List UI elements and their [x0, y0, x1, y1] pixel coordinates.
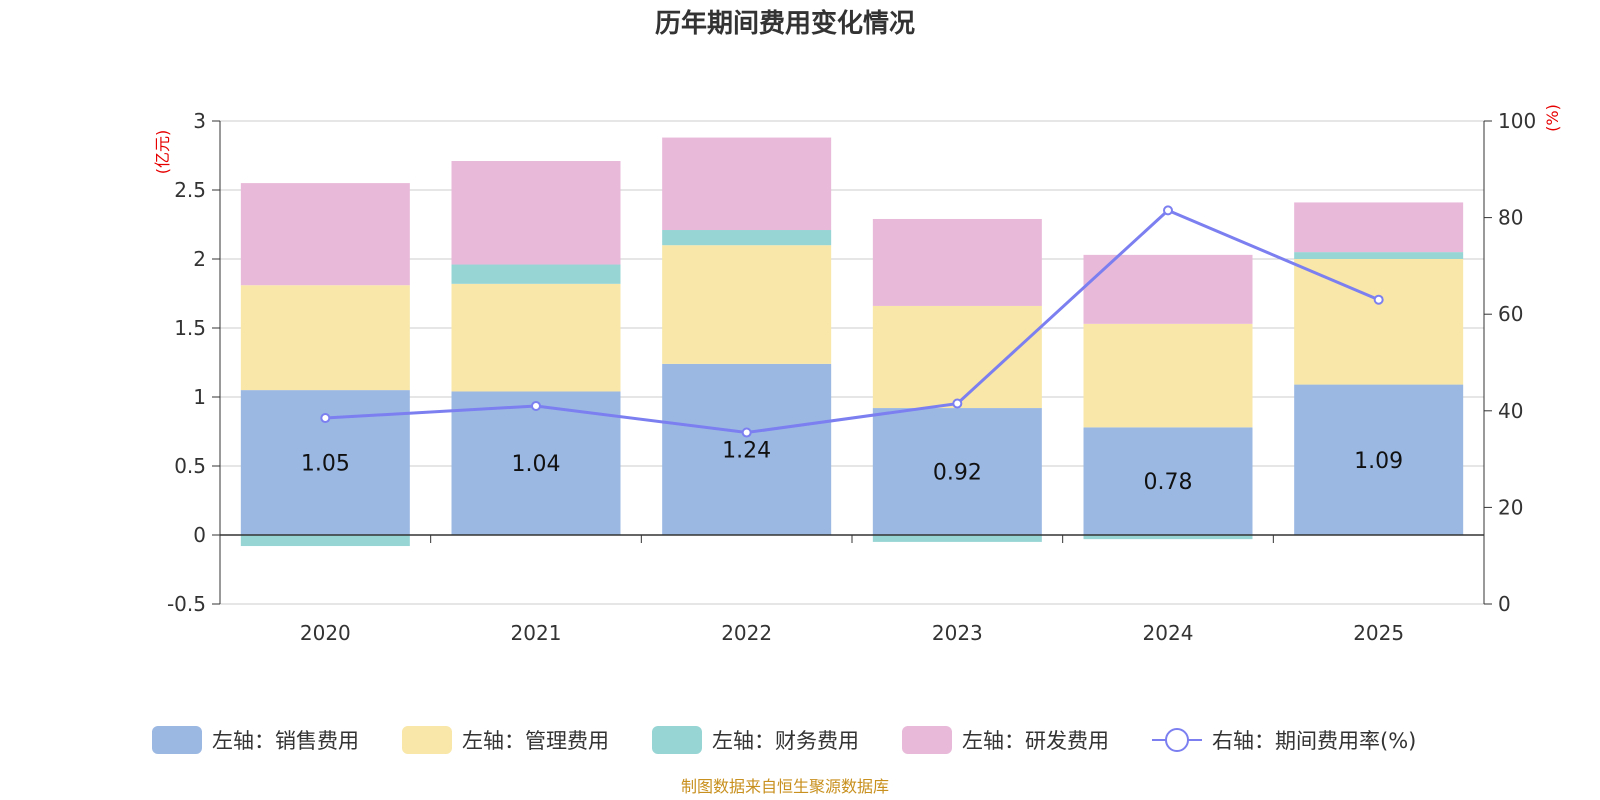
left-tick-label: 0.5	[174, 454, 206, 478]
bar-segment[interactable]	[240, 535, 410, 547]
expense-rate-point[interactable]	[1163, 205, 1173, 216]
legend-label[interactable]: 左轴：管理费用	[462, 729, 609, 753]
legend-swatch[interactable]	[902, 726, 952, 754]
data-source: 制图数据来自恒生聚源数据库	[681, 777, 889, 796]
bar-layer	[240, 137, 1464, 547]
right-tick-label: 20	[1498, 495, 1523, 519]
bar-segment[interactable]	[1083, 427, 1253, 535]
data-label: 0.92	[933, 461, 982, 486]
expense-rate-line	[325, 208, 1380, 435]
bar-segment[interactable]	[1294, 259, 1464, 385]
data-labels: 1.05 1.04 1.24 0.92 0.78 1.09	[301, 438, 1403, 495]
data-label: 0.78	[1144, 470, 1193, 495]
x-tick-label: 2024	[1143, 621, 1194, 645]
x-tick-label: 2025	[1353, 621, 1404, 645]
expense-rate-point[interactable]	[952, 398, 963, 409]
legend[interactable]: 左轴：销售费用 左轴：管理费用 左轴：财务费用 左轴：研发费用 右轴：期间费用率(%)	[152, 726, 1416, 754]
right-tick-label: 0	[1498, 592, 1511, 616]
chart-title: 历年期间费用变化情况	[655, 8, 915, 39]
bar-segment[interactable]	[451, 161, 621, 265]
legend-swatch[interactable]	[652, 726, 702, 754]
data-label: 1.04	[512, 452, 561, 477]
right-tick-label: 60	[1498, 302, 1523, 326]
expense-rate-point[interactable]	[741, 427, 752, 438]
left-axis-unit: (亿元)	[153, 130, 172, 175]
right-tick-label: 40	[1498, 399, 1523, 423]
left-tick-label: 1.5	[174, 316, 206, 340]
bar-segment[interactable]	[872, 535, 1042, 542]
bar-segment[interactable]	[451, 283, 621, 392]
legend-circle-icon[interactable]	[1165, 728, 1189, 752]
right-tick-label: 80	[1498, 206, 1523, 230]
x-tick-label: 2020	[300, 621, 351, 645]
right-axis-unit: (%)	[1543, 104, 1562, 132]
left-tick-label: 2.5	[174, 178, 206, 202]
x-tick-label: 2021	[511, 621, 562, 645]
bar-segment[interactable]	[1294, 252, 1464, 259]
bar-segment[interactable]	[872, 218, 1042, 306]
bar-segment[interactable]	[1083, 323, 1253, 428]
bar-segment[interactable]	[240, 285, 410, 391]
legend-label[interactable]: 右轴：期间费用率(%)	[1212, 729, 1416, 753]
bar-segment[interactable]	[451, 264, 621, 284]
bar-segment[interactable]	[1083, 535, 1253, 540]
x-tick-label: 2023	[932, 621, 983, 645]
data-label: 1.05	[301, 452, 350, 477]
legend-swatch[interactable]	[152, 726, 202, 754]
legend-label[interactable]: 左轴：研发费用	[962, 729, 1109, 753]
bar-segment[interactable]	[872, 408, 1042, 535]
left-tick-label: 1	[193, 385, 206, 409]
right-tick-label: 100	[1498, 109, 1536, 133]
bar-segment[interactable]	[662, 230, 832, 246]
bar-segment[interactable]	[662, 363, 832, 535]
expense-rate-point[interactable]	[531, 400, 541, 411]
bar-segment[interactable]	[662, 137, 832, 231]
bar-segment[interactable]	[451, 391, 621, 535]
legend-label[interactable]: 左轴：财务费用	[712, 729, 859, 753]
bar-segment[interactable]	[872, 305, 1042, 409]
bar-segment[interactable]	[240, 183, 410, 286]
bar-segment[interactable]	[1294, 202, 1464, 253]
x-tick-label: 2022	[721, 621, 772, 645]
left-tick-label: 3	[193, 109, 206, 133]
axes: -0.5 0 0.5 1 1.5 2 2.5 3 0 20 40 60 80 100 2020 2021 202…	[167, 109, 1536, 645]
bar-segment[interactable]	[662, 245, 832, 364]
line-layer	[320, 205, 1384, 438]
data-label: 1.24	[722, 438, 771, 463]
left-tick-label: 2	[193, 247, 206, 271]
left-tick-label: 0	[193, 523, 206, 547]
legend-label[interactable]: 左轴：销售费用	[212, 729, 359, 753]
expense-rate-point[interactable]	[1373, 294, 1384, 305]
left-tick-label: -0.5	[167, 592, 206, 616]
legend-swatch[interactable]	[402, 726, 452, 754]
bar-segment[interactable]	[1294, 384, 1464, 535]
expense-rate-point[interactable]	[320, 413, 331, 424]
bar-segment[interactable]	[1083, 254, 1253, 324]
data-label: 1.09	[1354, 449, 1403, 474]
